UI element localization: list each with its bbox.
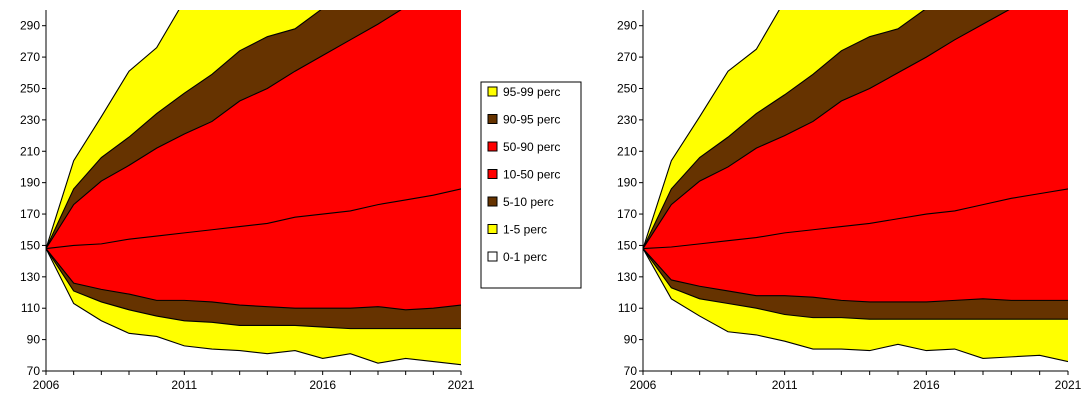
legend-swatch: [487, 196, 498, 207]
legend-swatch: [487, 86, 498, 97]
percentile-line-p50: [46, 188, 461, 250]
y-tick-label: 230: [20, 113, 40, 127]
legend: 95-99 perc 90-95 perc 50-90 perc 10-50 perc…: [480, 81, 582, 289]
band-5-10: [46, 248, 461, 329]
bands: [643, 10, 1068, 363]
y-tick-label: 290: [20, 19, 40, 33]
band-95-99: [643, 10, 925, 249]
legend-box: [480, 81, 582, 289]
y-tick-label: 110: [21, 301, 40, 315]
percentile-line-p1: [46, 248, 461, 366]
percentile-line-p99: [643, 10, 780, 249]
percentile-line-p95: [643, 10, 926, 249]
x-tick-label: 2021: [448, 378, 475, 392]
legend-label: 5-10 perc: [503, 195, 554, 209]
legend-swatch: [487, 141, 498, 152]
percentile-line-p90: [643, 10, 1010, 249]
y-tick-label: 270: [617, 50, 637, 64]
legend-label: 1-5 perc: [503, 223, 547, 237]
bands: [46, 10, 461, 366]
y-tick-label: 90: [624, 333, 638, 347]
band-1-5: [643, 248, 1068, 362]
y-tick-label: 190: [617, 176, 637, 190]
x-tick-label: 2011: [772, 378, 798, 392]
y-tick-label: 290: [617, 19, 637, 33]
fan-chart-right: 70 90 110 130 150 170 190 210 230 250 270 290 2006 20…: [617, 10, 1082, 392]
y-tick-label: 130: [617, 270, 637, 284]
band-50-90: [643, 10, 1068, 249]
y-tick-label: 250: [617, 81, 637, 95]
y-tick-label: 70: [624, 364, 638, 378]
band-10-50: [643, 188, 1068, 302]
y-tick-label: 270: [20, 50, 40, 64]
percentile-line-p5: [46, 248, 461, 330]
percentile-line-p5: [643, 248, 1068, 320]
y-tick-label: 170: [617, 207, 637, 221]
y-tick-label: 210: [20, 144, 40, 158]
legend-swatch: [487, 224, 498, 234]
percentile-line-p10: [46, 248, 461, 311]
y-tick-label: 150: [20, 238, 40, 252]
legend-swatch: [487, 169, 498, 179]
legend-swatch: [487, 114, 498, 124]
x-tick-label: 2016: [309, 378, 336, 392]
percentile-line-p99: [46, 10, 180, 249]
x-tick-label: 2011: [171, 378, 197, 392]
fan-chart-left: 70 90 110 130 150 170 190 210 230 250 270 290 2006 20…: [20, 10, 475, 392]
x-tick-label: 2006: [33, 378, 60, 392]
legend-label: 0-1 perc: [503, 250, 547, 264]
legend-label: 95-99 perc: [503, 85, 560, 99]
y-tick-label: 190: [20, 176, 40, 190]
y-tick-label: 130: [20, 270, 40, 284]
percentile-line-p50: [643, 188, 1068, 250]
legend-label: 90-95 perc: [503, 113, 560, 127]
band-10-50: [46, 188, 461, 310]
y-tick-label: 150: [617, 238, 637, 252]
legend-label: 10-50 perc: [503, 168, 560, 182]
y-tick-label: 170: [20, 207, 40, 221]
x-tick-label: 2006: [630, 378, 657, 392]
y-tick-label: 70: [27, 364, 41, 378]
band-50-90: [46, 10, 461, 249]
percentile-line-p90: [46, 10, 402, 249]
y-tick-label: 250: [20, 81, 40, 95]
x-tick-label: 2016: [913, 378, 940, 392]
legend-label: 50-90 perc: [503, 140, 560, 154]
percentile-line-p10: [643, 248, 1068, 303]
y-tick-label: 110: [618, 301, 637, 315]
percentile-line-p95: [46, 10, 322, 249]
band-95-99: [46, 10, 321, 249]
y-tick-label: 230: [617, 113, 637, 127]
y-tick-label: 210: [617, 144, 637, 158]
x-tick-label: 2021: [1055, 378, 1082, 392]
band-5-10: [643, 248, 1068, 320]
legend-swatch: [487, 251, 498, 262]
percentile-line-p1: [643, 248, 1068, 363]
y-tick-label: 90: [27, 333, 41, 347]
